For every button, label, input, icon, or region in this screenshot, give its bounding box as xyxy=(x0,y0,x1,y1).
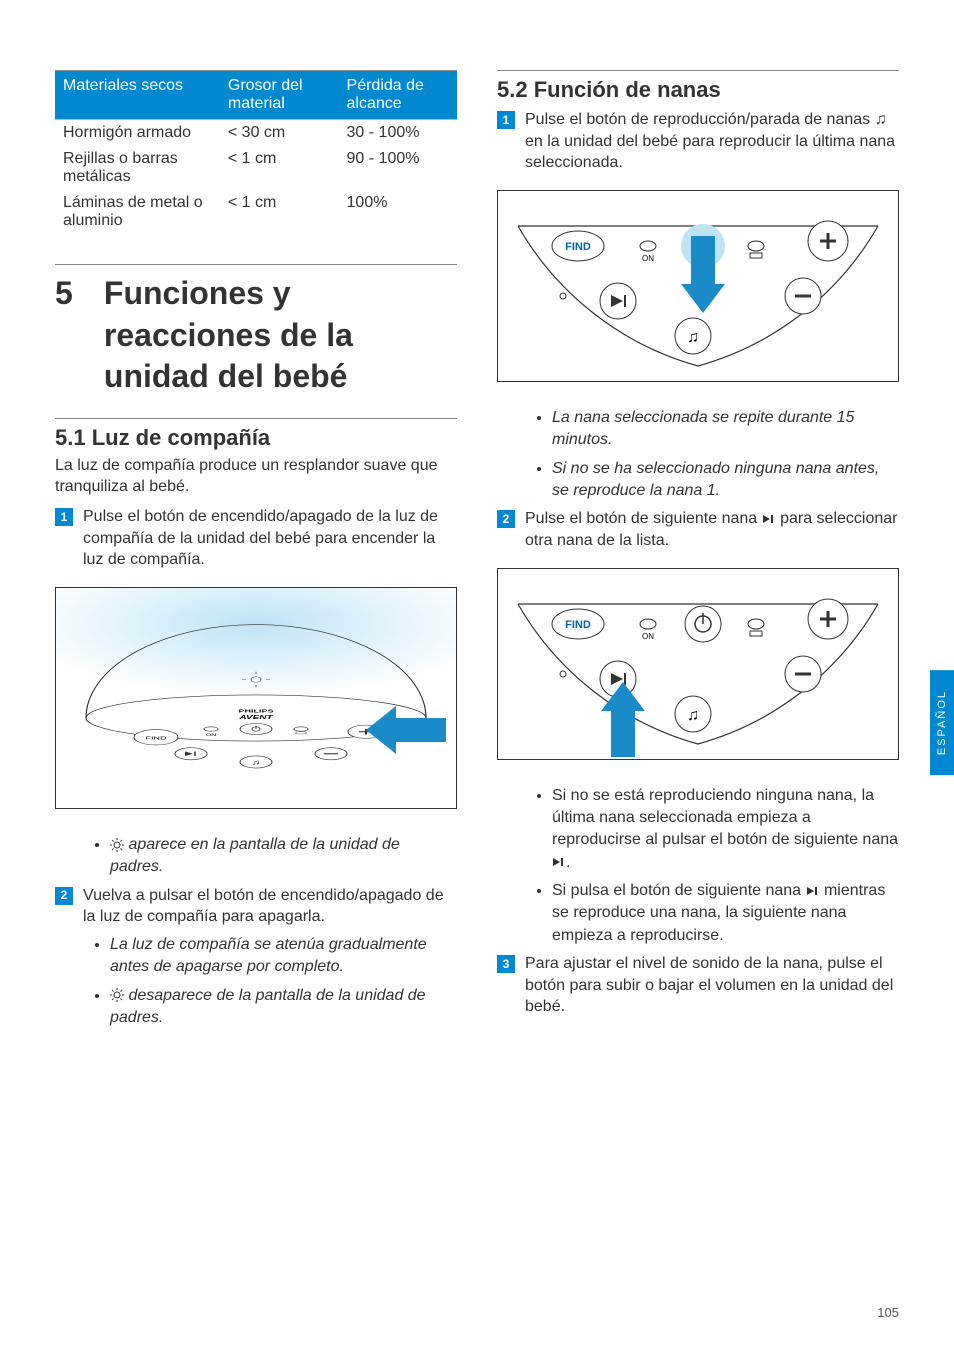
svg-text:AVENT: AVENT xyxy=(238,714,274,720)
svg-text:ON: ON xyxy=(206,733,216,737)
materials-table: Materiales secos Grosor del material Pér… xyxy=(55,70,457,234)
diagram-nightlight: FIND ON ♫ xyxy=(55,587,457,809)
section-5-1-intro: La luz de compañía produce un resplandor… xyxy=(55,455,457,498)
notes-list: Si no se está reproduciendo ninguna nana… xyxy=(497,785,899,948)
section-5-heading: 5 Funciones y reacciones de la unidad de… xyxy=(55,273,457,398)
divider xyxy=(497,70,899,71)
step-text: Para ajustar el nivel de sonido de la na… xyxy=(525,953,899,1018)
language-tab: ESPAÑOL xyxy=(930,670,954,775)
step-1: 1 Pulse el botón de reproducción/parada … xyxy=(497,109,899,174)
next-track-icon xyxy=(762,514,776,524)
step-3: 3 Para ajustar el nivel de sonido de la … xyxy=(497,953,899,1018)
section-5-1-heading: 5.1 Luz de compañía xyxy=(55,425,457,451)
step-badge: 2 xyxy=(497,510,515,528)
right-column: 5.2 Función de nanas 1 Pulse el botón de… xyxy=(497,70,899,1035)
divider xyxy=(55,264,457,265)
music-icon: ♫ xyxy=(875,111,887,128)
note-item: Si no se ha seleccionado ninguna nana an… xyxy=(552,458,899,503)
step-text: Pulse el botón de reproducción/parada de… xyxy=(525,109,899,174)
step-text: Pulse el botón de encendido/apagado de l… xyxy=(83,506,457,571)
arrow-indicator xyxy=(681,224,725,313)
find-label: FIND xyxy=(146,734,167,740)
th-loss: Pérdida de alcance xyxy=(339,71,457,120)
notes-list: La luz de compañía se atenúa gradualment… xyxy=(55,934,457,1030)
step-badge: 2 xyxy=(55,887,73,905)
svg-text:PHILIPS: PHILIPS xyxy=(239,707,274,713)
step-text: Pulse el botón de siguiente nana para se… xyxy=(525,508,899,551)
table-row: Láminas de metal o aluminio < 1 cm 100% xyxy=(55,190,457,234)
svg-text:ON: ON xyxy=(642,632,654,641)
diagram-lullaby-next: FIND ON ♫ xyxy=(497,568,899,760)
next-track-icon xyxy=(552,857,566,867)
arrow-indicator xyxy=(366,706,446,754)
left-column: Materiales secos Grosor del material Pér… xyxy=(55,70,457,1035)
note-item: aparece en la pantalla de la unidad de p… xyxy=(110,834,457,879)
section-5-2-heading: 5.2 Función de nanas xyxy=(497,77,899,103)
notes-list: aparece en la pantalla de la unidad de p… xyxy=(55,834,457,879)
note-item: La luz de compañía se atenúa gradualment… xyxy=(110,934,457,979)
step-2: 2 Pulse el botón de siguiente nana para … xyxy=(497,508,899,551)
svg-text:ON: ON xyxy=(642,254,654,263)
step-badge: 1 xyxy=(497,111,515,129)
svg-text:♫: ♫ xyxy=(687,329,699,346)
svg-text:♫: ♫ xyxy=(687,707,699,724)
step-badge: 3 xyxy=(497,955,515,973)
section-title: Funciones y reacciones de la unidad del … xyxy=(104,273,456,398)
notes-list: La nana seleccionada se repite durante 1… xyxy=(497,407,899,503)
step-text: Vuelva a pulsar el botón de encendido/ap… xyxy=(83,885,457,928)
next-track-icon xyxy=(806,886,820,896)
diagram-lullaby-play: FIND ON ♫ xyxy=(497,190,899,382)
step-2: 2 Vuelva a pulsar el botón de encendido/… xyxy=(55,885,457,928)
page-number: 105 xyxy=(877,1305,899,1320)
note-item: La nana seleccionada se repite durante 1… xyxy=(552,407,899,452)
sun-icon xyxy=(110,838,124,852)
th-material: Materiales secos xyxy=(55,71,220,120)
note-item: desaparece de la pantalla de la unidad d… xyxy=(110,985,457,1030)
find-label: FIND xyxy=(565,241,591,253)
step-badge: 1 xyxy=(55,508,73,526)
find-label: FIND xyxy=(565,619,591,631)
divider xyxy=(55,418,457,419)
table-row: Hormigón armado < 30 cm 30 - 100% xyxy=(55,120,457,147)
sun-icon xyxy=(110,988,124,1002)
step-1: 1 Pulse el botón de encendido/apagado de… xyxy=(55,506,457,571)
note-item: Si pulsa el botón de siguiente nana mien… xyxy=(552,880,899,947)
note-item: Si no se está reproduciendo ninguna nana… xyxy=(552,785,899,875)
table-row: Rejillas o barras metálicas < 1 cm 90 - … xyxy=(55,146,457,190)
th-thickness: Grosor del material xyxy=(220,71,339,120)
svg-text:♫: ♫ xyxy=(251,759,260,766)
section-number: 5 xyxy=(55,273,95,315)
